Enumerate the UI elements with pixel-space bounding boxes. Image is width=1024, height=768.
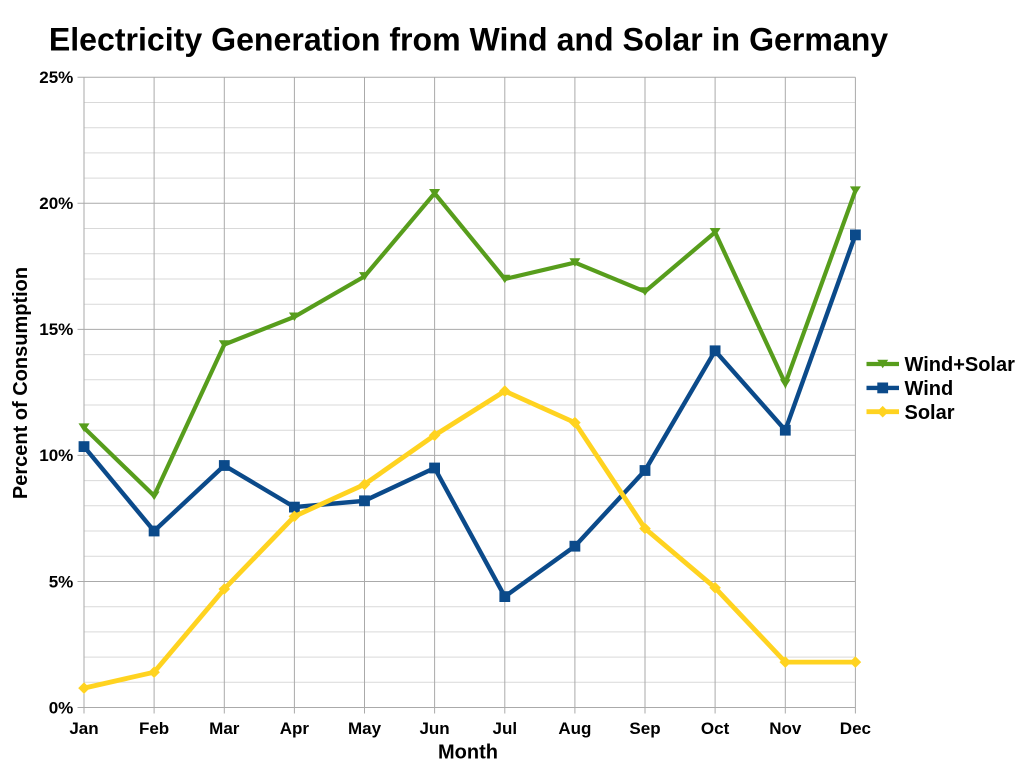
svg-text:Oct: Oct — [701, 719, 730, 738]
svg-text:Month: Month — [438, 742, 498, 764]
svg-text:Apr: Apr — [280, 719, 310, 738]
svg-text:Jun: Jun — [419, 719, 449, 738]
svg-text:Dec: Dec — [840, 719, 871, 738]
svg-text:Wind+Solar: Wind+Solar — [905, 354, 1016, 376]
svg-text:10%: 10% — [39, 446, 73, 465]
svg-text:20%: 20% — [39, 194, 73, 213]
svg-text:May: May — [348, 719, 382, 738]
svg-text:Nov: Nov — [769, 719, 802, 738]
svg-text:Solar: Solar — [905, 402, 955, 424]
svg-text:Sep: Sep — [629, 719, 660, 738]
svg-text:25%: 25% — [39, 68, 73, 87]
svg-text:0%: 0% — [49, 698, 74, 717]
svg-text:Percent of Consumption: Percent of Consumption — [10, 267, 32, 499]
svg-text:Electricity Generation from Wi: Electricity Generation from Wind and Sol… — [49, 22, 888, 58]
svg-text:15%: 15% — [39, 320, 73, 339]
svg-text:Jul: Jul — [493, 719, 518, 738]
svg-text:Jan: Jan — [69, 719, 98, 738]
svg-text:Feb: Feb — [139, 719, 169, 738]
svg-text:Aug: Aug — [558, 719, 591, 738]
svg-text:Mar: Mar — [209, 719, 240, 738]
svg-text:5%: 5% — [49, 572, 74, 591]
svg-text:Wind: Wind — [905, 378, 954, 400]
